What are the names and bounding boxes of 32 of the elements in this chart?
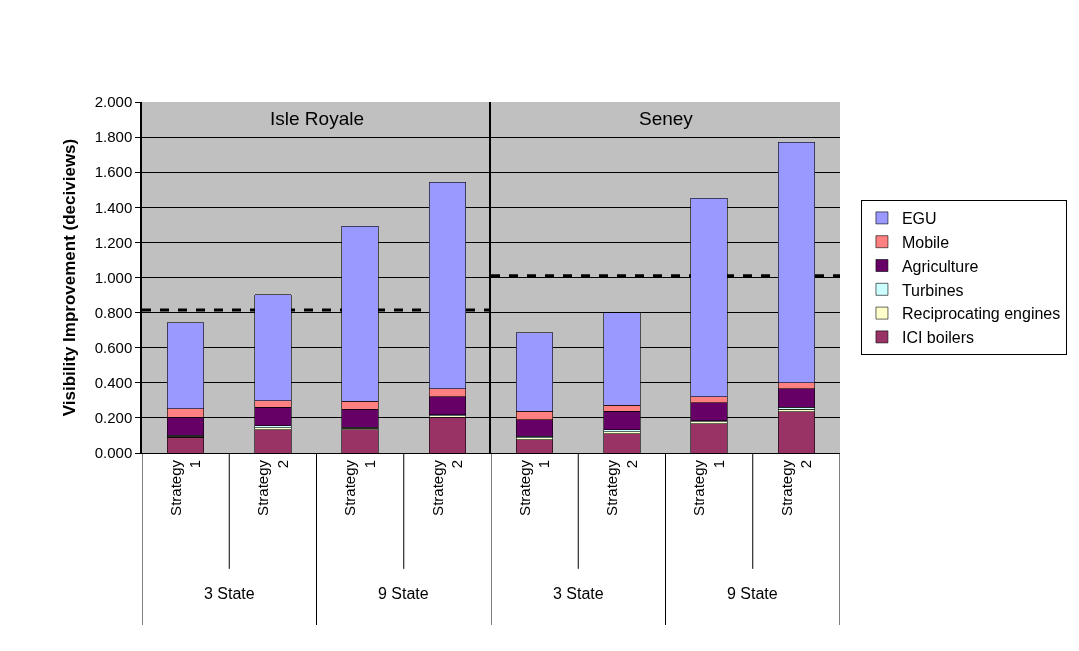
x-tick-label: Strategy 1 — [166, 459, 204, 516]
x-tick-label: Strategy 1 — [515, 459, 553, 516]
y-tick-label: 2.000 — [94, 93, 133, 111]
text: 9 State — [378, 585, 429, 602]
x-tick-label: Strategy 2 — [777, 459, 815, 516]
y-tick-label: 1.600 — [94, 163, 133, 181]
y-tick-label: 0.800 — [94, 303, 133, 321]
legend-label: Mobile — [901, 233, 950, 251]
text: 9 State — [727, 585, 778, 602]
legend-label: Turbines — [901, 281, 964, 299]
x-tick-label: Strategy 2 — [254, 459, 291, 516]
y-tick-label: 0.200 — [94, 409, 133, 427]
legend-label: ICI boilers — [901, 329, 974, 347]
legend-label: EGU — [901, 210, 937, 228]
y-tick-label: 0.400 — [94, 374, 133, 392]
y-tick-label: 0.600 — [94, 338, 133, 356]
chart-title: Isle Royale — [270, 108, 364, 129]
y-tick-label: 1.800 — [94, 128, 133, 146]
legend-label: Reciprocating engines — [901, 305, 1061, 323]
x-tick-label: Strategy 2 — [428, 459, 466, 516]
y-tick-label: 1.400 — [94, 198, 133, 216]
text: 3 State — [553, 585, 604, 602]
x-tick-label: Strategy 1 — [690, 459, 727, 516]
text: 3 State — [204, 585, 255, 602]
y-tick-label: 1.200 — [94, 233, 133, 251]
y-axis-title: Visibility Improvement (deciviews) — [59, 138, 79, 417]
y-tick-label: 0.000 — [94, 444, 133, 462]
legend-label: Agriculture — [901, 257, 979, 275]
x-tick-label: Strategy 2 — [603, 459, 640, 516]
x-tick-label: Strategy 1 — [341, 459, 378, 516]
chart-title: Seney — [639, 108, 694, 129]
y-tick-label: 1.000 — [94, 268, 133, 286]
